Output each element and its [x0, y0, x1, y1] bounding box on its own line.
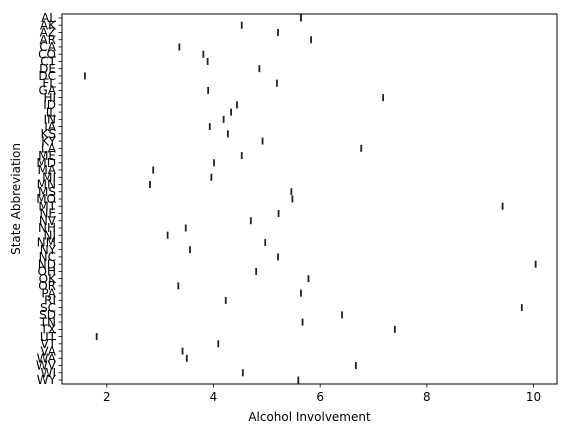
x-axis-label: Alcohol Involvement: [248, 410, 371, 424]
y-tick-label: MA: [37, 163, 56, 177]
y-tick-label: LA: [41, 142, 57, 156]
y-tick-label: WY: [37, 373, 57, 387]
y-tick-label: PA: [41, 286, 56, 300]
y-tick-label: NE: [39, 207, 56, 221]
x-axis: 2 4 6 8 10: [103, 384, 541, 404]
y-tick-label: CO: [38, 47, 56, 61]
y-tick-label: NV: [39, 214, 57, 228]
y-tick-label: NM: [37, 236, 56, 250]
y-tick-label: WA: [37, 351, 57, 365]
y-tick-label: KY: [41, 134, 56, 148]
y-tick-label: IL: [46, 105, 57, 119]
x-tick-label: 10: [526, 390, 541, 404]
y-tick-label: MT: [38, 199, 56, 213]
y-tick-label: TN: [39, 315, 56, 329]
y-tick-label: CT: [40, 55, 56, 69]
y-tick-label: AR: [39, 33, 56, 47]
y-tick-label: AZ: [40, 26, 56, 40]
y-tick-label: NH: [38, 221, 56, 235]
y-tick-label: GA: [38, 84, 56, 98]
y-tick-label: AL: [41, 11, 56, 25]
y-axis: ALAKAZARCACOCTDEDCFLGAHIIDILINIAKSKYLAME…: [36, 11, 62, 387]
y-tick-label: DE: [39, 62, 56, 76]
y-tick-label: SC: [40, 301, 56, 315]
plot-frame: [61, 13, 558, 385]
y-tick-label: NC: [39, 250, 56, 264]
data-marks: [84, 14, 537, 384]
y-tick-label: MO: [36, 192, 56, 206]
y-tick-label: HI: [43, 91, 56, 105]
y-tick-label: OH: [38, 265, 56, 279]
y-tick-label: WI: [41, 366, 56, 380]
y-axis-label: State Abbreviation: [9, 143, 23, 255]
y-tick-label: CA: [39, 40, 56, 54]
y-tick-label: ND: [38, 257, 56, 271]
y-tick-label: IN: [43, 113, 56, 127]
y-tick-label: MN: [37, 178, 56, 192]
y-tick-label: ME: [38, 149, 56, 163]
x-tick-label: 2: [103, 390, 111, 404]
y-tick-label: OR: [38, 279, 56, 293]
y-tick-label: MD: [36, 156, 56, 170]
y-tick-label: UT: [40, 330, 57, 344]
y-tick-label: NY: [40, 243, 57, 257]
y-tick-label: MI: [42, 170, 56, 184]
x-tick-label: 8: [423, 390, 431, 404]
x-tick-label: 4: [210, 390, 218, 404]
y-tick-label: WV: [36, 359, 57, 373]
y-tick-label: SD: [39, 308, 56, 322]
y-tick-label: KS: [41, 127, 57, 141]
y-tick-label: TX: [39, 323, 56, 337]
y-tick-label: NJ: [43, 228, 56, 242]
y-tick-label: MS: [38, 185, 56, 199]
y-tick-label: FL: [42, 76, 56, 90]
y-tick-label: RI: [44, 294, 56, 308]
y-tick-label: VA: [40, 344, 56, 358]
y-tick-label: OK: [39, 272, 57, 286]
y-tick-label: AK: [40, 18, 57, 32]
y-tick-label: VT: [40, 337, 56, 351]
y-tick-label: ID: [43, 98, 56, 112]
y-tick-label: IA: [44, 120, 57, 134]
y-tick-label: DC: [38, 69, 56, 83]
x-tick-label: 6: [316, 390, 324, 404]
